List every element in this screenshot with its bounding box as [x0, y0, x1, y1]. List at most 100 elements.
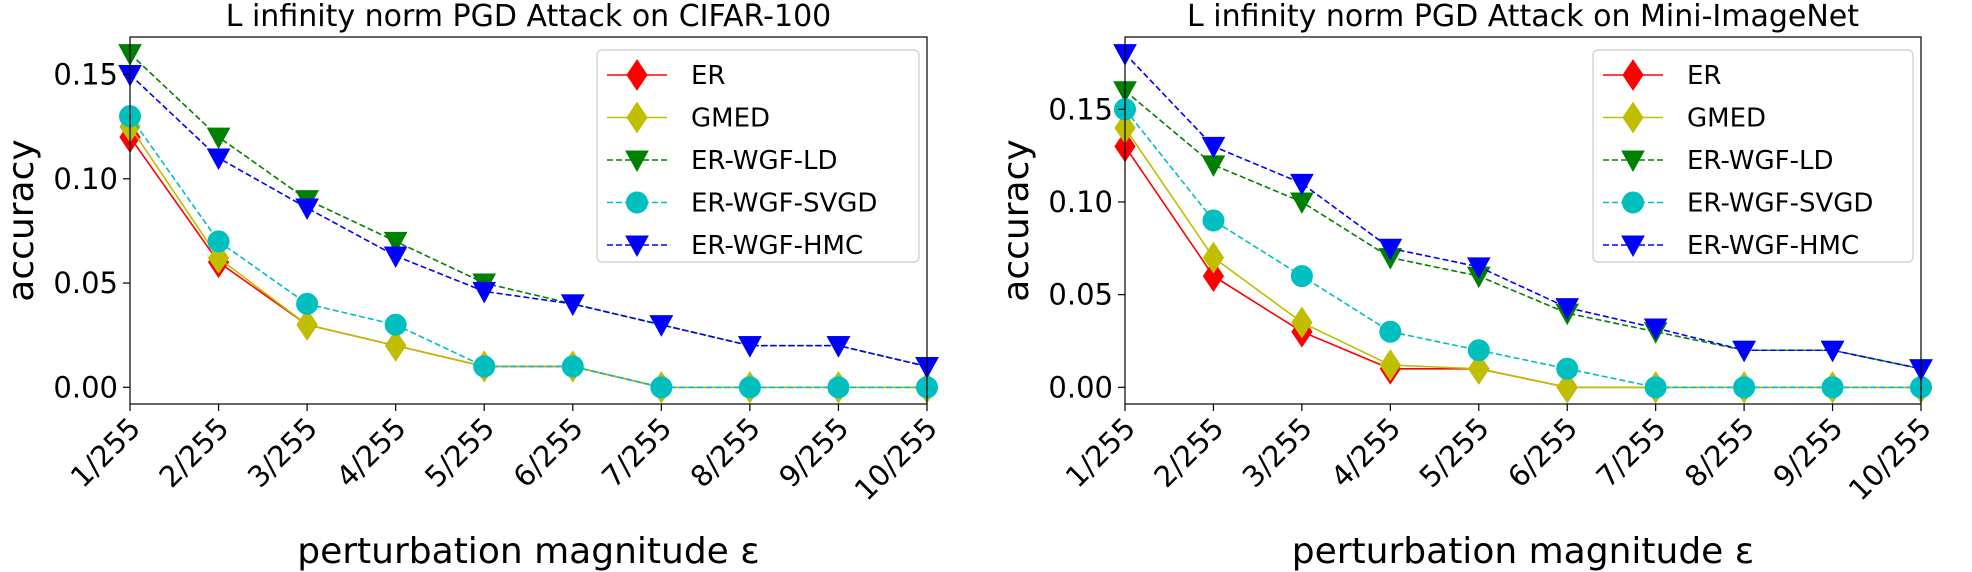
- data-point: [1290, 265, 1313, 288]
- x-tick-label: 10/255: [848, 411, 944, 507]
- legend-marker: [626, 59, 648, 91]
- data-point: [472, 281, 497, 304]
- y-tick-label: 0.10: [53, 162, 118, 196]
- x-tick-label: 8/255: [1678, 411, 1761, 494]
- legend-label: GMED: [1687, 104, 1766, 134]
- data-point: [296, 308, 318, 341]
- series-line: [129, 53, 928, 368]
- plot-frame: [1124, 36, 1922, 405]
- x-tick-label: 1/255: [1059, 411, 1142, 494]
- data-point: [1379, 320, 1402, 343]
- x-tick-label: 4/255: [329, 411, 412, 494]
- legend-label: ER-WGF-HMC: [691, 231, 863, 261]
- data-point: [1201, 136, 1226, 159]
- x-tick-label: 4/255: [1324, 411, 1407, 494]
- data-point: [384, 313, 407, 336]
- legend-label: ER-WGF-LD: [1687, 146, 1833, 176]
- y-tick-label: 0.15: [1048, 92, 1113, 126]
- y-axis-label: accuracy: [1, 139, 42, 301]
- data-point: [738, 336, 762, 358]
- legend-entry: ER-WGF-HMC: [607, 231, 863, 261]
- data-point: [295, 198, 319, 221]
- data-point: [1379, 349, 1401, 381]
- y-tick-label: 0.10: [1048, 185, 1113, 219]
- plot-frame: [129, 36, 928, 405]
- legend-marker: [1622, 59, 1644, 91]
- legend-label: ER: [691, 61, 726, 91]
- legend: ER GMED ER-WGF-LD ER-WGF-SVGD ER-WGF-HMC: [1592, 49, 1914, 263]
- chart-title: L infinity norm PGD Attack on CIFAR-100: [226, 0, 832, 34]
- series-line: [129, 73, 928, 368]
- x-tick-label: 2/255: [1147, 411, 1230, 494]
- data-point: [383, 246, 408, 268]
- x-tick-label: 9/255: [772, 411, 855, 494]
- legend-marker: [1622, 101, 1644, 134]
- legend: ER GMED ER-WGF-LD ER-WGF-SVGD ER-WGF-HMC: [596, 49, 920, 263]
- x-tick-label: 5/255: [418, 411, 501, 494]
- legend-box: [596, 49, 920, 263]
- data-point: [1290, 192, 1314, 215]
- legend-entry: ER-WGF-HMC: [1603, 231, 1859, 261]
- y-tick-label: 0.15: [53, 58, 118, 92]
- y-tick-label: 0.05: [1048, 278, 1113, 312]
- series-line: [1124, 108, 1921, 389]
- legend-entry: GMED: [607, 101, 770, 134]
- data-point: [1556, 357, 1579, 380]
- series-line: [1124, 90, 1922, 370]
- data-point: [1468, 352, 1490, 385]
- legend-label: ER-WGF-LD: [691, 146, 837, 176]
- legend-label: GMED: [691, 104, 770, 134]
- chart-panel-1: L infinity norm PGD Attack on CIFAR-100 0…: [1, 0, 944, 572]
- data-point: [560, 294, 585, 316]
- data-point: [1821, 376, 1844, 399]
- data-point: [296, 292, 319, 315]
- data-point: [1291, 306, 1313, 339]
- y-axis-label: accuracy: [996, 139, 1037, 301]
- legend-label: ER: [1687, 61, 1722, 91]
- data-point: [1644, 376, 1667, 399]
- data-point: [1202, 209, 1225, 232]
- series-er-wgf-svgd: [119, 105, 938, 399]
- x-tick-label: 3/255: [241, 411, 324, 494]
- data-point: [738, 376, 761, 399]
- data-point: [206, 127, 231, 150]
- x-tick-label: 5/255: [1413, 411, 1496, 494]
- legend-label: ER-WGF-SVGD: [691, 189, 877, 219]
- x-tick-label: 3/255: [1236, 411, 1319, 494]
- y-tick-label: 0.00: [53, 370, 118, 404]
- data-point: [1202, 260, 1225, 293]
- legend-marker: [1621, 235, 1645, 258]
- x-tick-label: 6/255: [507, 411, 590, 494]
- legend-marker: [625, 150, 649, 173]
- data-point: [1556, 371, 1578, 404]
- data-point: [1466, 257, 1491, 279]
- legend-label: ER-WGF-SVGD: [1687, 189, 1873, 219]
- data-point: [385, 329, 407, 362]
- data-point: [650, 376, 673, 399]
- data-point: [826, 336, 851, 358]
- legend-marker: [626, 191, 648, 214]
- x-axis-label: perturbation magnitude ε: [297, 531, 759, 572]
- legend-marker: [626, 101, 648, 134]
- legend-entry: ER-WGF-SVGD: [607, 189, 877, 219]
- data-point: [1201, 155, 1226, 177]
- legend-entry: ER-WGF-SVGD: [1603, 189, 1873, 219]
- y-tick-label: 0.00: [1048, 370, 1113, 404]
- chart-panel-2: L infinity norm PGD Attack on Mini-Image…: [996, 0, 1938, 572]
- legend-marker: [1621, 150, 1645, 173]
- x-tick-label: 2/255: [152, 411, 235, 494]
- plot-area: [118, 44, 939, 404]
- data-point: [561, 355, 584, 378]
- series-line: [1124, 53, 1922, 370]
- data-point: [1643, 318, 1668, 341]
- data-point: [206, 148, 231, 170]
- data-point: [1820, 340, 1845, 363]
- data-point: [1378, 238, 1403, 261]
- data-point: [383, 231, 408, 254]
- legend-entry: ER-WGF-LD: [1603, 146, 1833, 176]
- data-point: [1733, 376, 1756, 399]
- x-tick-label: 6/255: [1501, 411, 1584, 494]
- data-point: [1467, 339, 1490, 362]
- x-axis-label: perturbation magnitude ε: [1292, 531, 1754, 572]
